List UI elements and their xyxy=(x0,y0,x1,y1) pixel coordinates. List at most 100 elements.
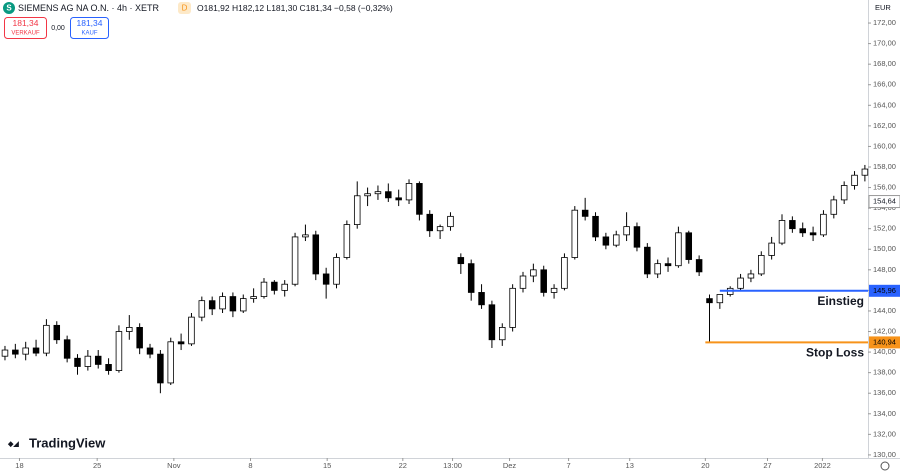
candle-body xyxy=(851,174,858,186)
y-tick-label: 168,00 xyxy=(873,59,896,68)
level-tag-label: 140,94 xyxy=(873,337,896,346)
candle-body xyxy=(561,257,568,289)
candle-body xyxy=(416,183,423,215)
candle-body xyxy=(799,228,806,234)
candle-body xyxy=(436,226,444,232)
candle-body xyxy=(146,347,154,355)
y-tick-label: 164,00 xyxy=(873,100,896,109)
candle-body xyxy=(685,232,693,260)
level-tag xyxy=(869,336,900,349)
candle-body xyxy=(219,296,226,310)
candle-body xyxy=(778,220,786,244)
x-tick-label: 25 xyxy=(93,461,101,470)
candle-body xyxy=(208,300,216,310)
candle-body xyxy=(32,347,40,354)
brand: TradingView xyxy=(29,435,106,450)
x-tick-label: Dez xyxy=(503,461,517,470)
candle-body xyxy=(550,287,558,293)
x-tick-label: 2022 xyxy=(814,461,831,470)
level-tag xyxy=(869,284,900,297)
candle-body xyxy=(664,263,672,267)
y-tick-label: 132,00 xyxy=(873,429,896,438)
candle-body xyxy=(768,242,775,256)
candle-body xyxy=(602,236,610,246)
x-tick-label: 8 xyxy=(248,461,252,470)
x-tick-label: 27 xyxy=(763,461,771,470)
candle-body xyxy=(63,339,71,359)
badge-bg xyxy=(178,2,191,14)
y-tick-label: 156,00 xyxy=(873,183,896,192)
level-name: Stop Loss xyxy=(806,346,864,360)
candle-body xyxy=(861,168,869,176)
candle-body xyxy=(271,281,278,291)
candle-body xyxy=(809,232,817,236)
candle-body xyxy=(467,263,475,293)
candle-body xyxy=(302,234,309,238)
y-tick-label: 172,00 xyxy=(873,18,896,27)
candle-body xyxy=(198,300,206,318)
candle-body xyxy=(22,347,29,355)
candle-body xyxy=(250,296,257,300)
currency: EUR xyxy=(875,3,891,12)
y-tick-label: 170,00 xyxy=(873,39,896,48)
x-tick-label: 20 xyxy=(701,461,709,470)
candle-body xyxy=(177,341,185,345)
x-tick-label: 13:00 xyxy=(443,461,462,470)
symbol-logo-letter: S xyxy=(6,4,12,13)
y-tick-label: 130,00 xyxy=(873,450,896,459)
candle-body xyxy=(53,324,61,341)
candle-body xyxy=(830,199,838,215)
candle-body xyxy=(240,298,247,312)
candle-body xyxy=(509,287,516,328)
candle-body xyxy=(105,364,112,371)
candle-body xyxy=(188,316,195,345)
candle-body xyxy=(260,281,268,297)
candle-body xyxy=(447,215,454,228)
candle-body xyxy=(747,273,755,279)
candle-body xyxy=(840,185,848,201)
candle-body xyxy=(758,255,765,275)
candle-body xyxy=(654,263,661,275)
sell-label: VERKAUF xyxy=(11,31,40,37)
buy-button[interactable] xyxy=(70,17,109,39)
sell-button[interactable] xyxy=(4,17,47,39)
candle-body xyxy=(157,353,164,384)
last-price-label: 154,64 xyxy=(873,197,896,206)
candle-body xyxy=(789,220,796,230)
y-tick-label: 138,00 xyxy=(873,368,896,377)
candle-body xyxy=(126,327,133,332)
y-tick-label: 160,00 xyxy=(873,141,896,150)
candle-body xyxy=(644,246,651,275)
candle-body xyxy=(364,193,371,197)
y-tick-label: 136,00 xyxy=(873,388,896,397)
y-tick-label: 142,00 xyxy=(873,327,896,336)
buy-price: 181,34 xyxy=(77,18,103,28)
candle-body xyxy=(820,213,827,236)
candle-body xyxy=(395,197,402,201)
x-tick-label: 13 xyxy=(626,461,634,470)
badge: D xyxy=(182,4,188,13)
symbol-logo xyxy=(3,2,15,14)
candle-body xyxy=(519,275,527,289)
candle-body xyxy=(571,209,579,258)
y-tick-label: 144,00 xyxy=(873,306,896,315)
candle-body xyxy=(281,283,288,291)
candle-body xyxy=(43,324,50,354)
level-name: Einstieg xyxy=(817,294,864,308)
x-tick-label: 7 xyxy=(566,461,570,470)
candle-body xyxy=(706,298,713,304)
candle-body xyxy=(333,257,340,285)
candle-body xyxy=(612,234,620,246)
candle-body xyxy=(374,191,382,195)
candle-body xyxy=(312,234,320,275)
candle-body xyxy=(426,213,434,232)
candle-body xyxy=(530,269,537,277)
spread: 0,00 xyxy=(51,25,65,32)
settings-icon[interactable] xyxy=(880,461,890,471)
y-tick-label: 148,00 xyxy=(873,265,896,274)
buy-label: KAUF xyxy=(81,31,97,37)
y-tick-label: 152,00 xyxy=(873,224,896,233)
candle-body xyxy=(675,232,682,267)
candle-body xyxy=(322,273,330,285)
